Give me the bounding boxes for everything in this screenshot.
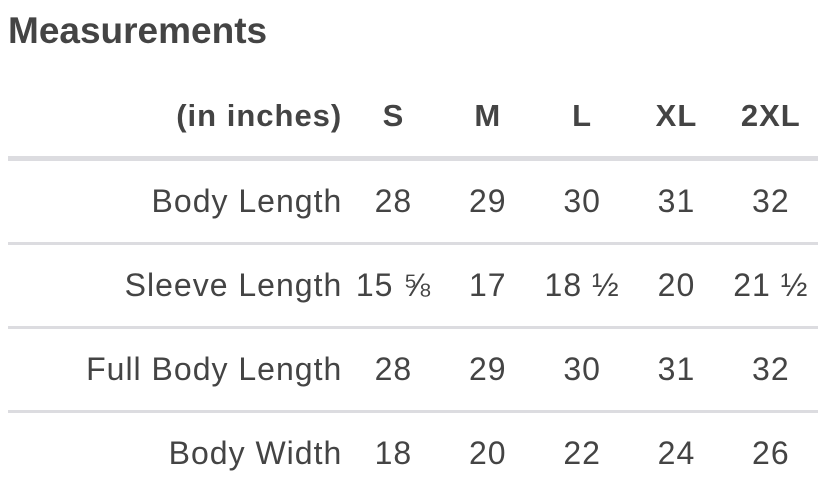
page-title: Measurements bbox=[8, 10, 267, 52]
row-label: Body Width bbox=[8, 412, 346, 494]
measurement-cell: 29 bbox=[441, 159, 535, 244]
row-label: Body Length bbox=[8, 159, 346, 244]
measurement-cell: 31 bbox=[629, 159, 723, 244]
measurement-cell: 20 bbox=[441, 412, 535, 494]
size-header: L bbox=[535, 76, 629, 159]
measurement-cell: 20 bbox=[629, 244, 723, 328]
measurement-cell: 26 bbox=[724, 412, 818, 494]
measurement-cell: 17 bbox=[441, 244, 535, 328]
measurement-cell: 22 bbox=[535, 412, 629, 494]
size-header: XL bbox=[629, 76, 723, 159]
measurement-cell: 29 bbox=[441, 328, 535, 412]
measurement-cell: 31 bbox=[629, 328, 723, 412]
measurement-cell: 24 bbox=[629, 412, 723, 494]
measurement-cell: 18 bbox=[346, 412, 440, 494]
measurement-cell: 30 bbox=[535, 328, 629, 412]
unit-header: (in inches) bbox=[8, 76, 346, 159]
size-header: M bbox=[441, 76, 535, 159]
measurement-cell: 15 ⅝ bbox=[346, 244, 440, 328]
row-label: Sleeve Length bbox=[8, 244, 346, 328]
header-row: (in inches) S M L XL 2XL bbox=[8, 76, 818, 159]
row-label: Full Body Length bbox=[8, 328, 346, 412]
measurement-cell: 30 bbox=[535, 159, 629, 244]
measurement-cell: 28 bbox=[346, 159, 440, 244]
measurement-cell: 28 bbox=[346, 328, 440, 412]
measurement-cell: 21 ½ bbox=[724, 244, 818, 328]
measurement-cell: 32 bbox=[724, 159, 818, 244]
measurement-cell: 18 ½ bbox=[535, 244, 629, 328]
size-header: 2XL bbox=[724, 76, 818, 159]
size-header: S bbox=[346, 76, 440, 159]
measurement-cell: 32 bbox=[724, 328, 818, 412]
